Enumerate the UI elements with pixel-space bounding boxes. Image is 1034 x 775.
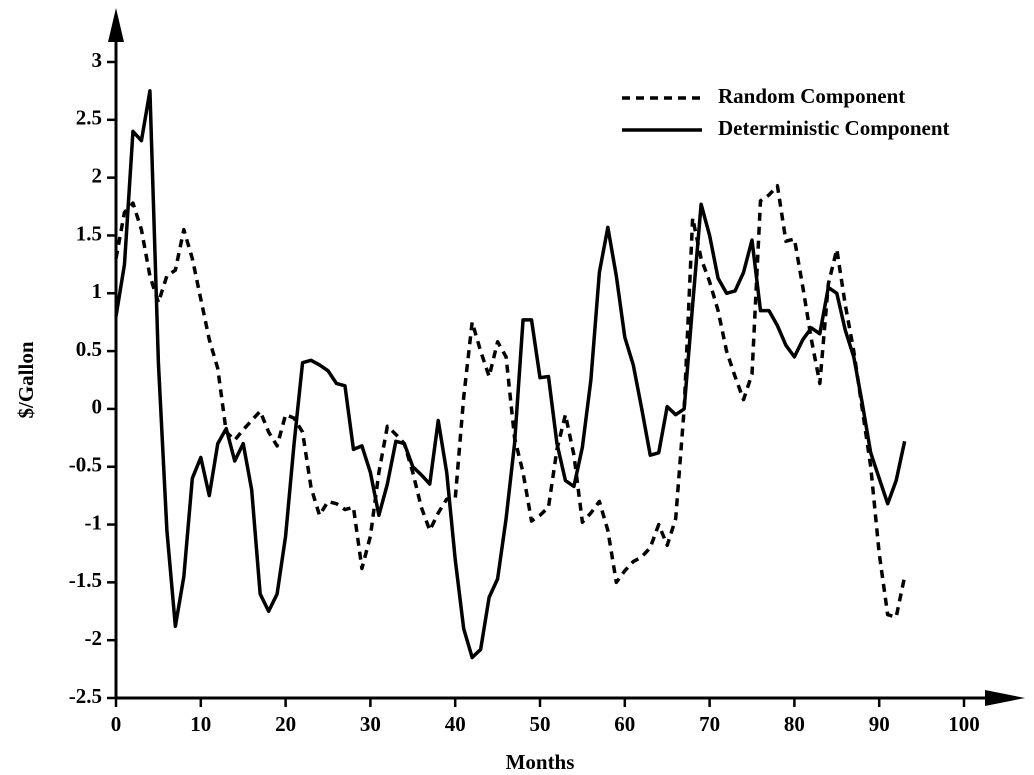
x-axis-arrow [985,690,1025,706]
series-line [114,89,907,660]
y-tick-label: 3 [92,48,103,72]
x-tick-label: 0 [111,712,122,736]
y-tick-label: 0 [92,395,103,419]
y-tick-label: 1 [92,279,103,303]
x-axis-label: Months [506,750,575,774]
x-tick-label: 20 [275,712,296,736]
legend-label: Random Component [718,84,905,108]
x-tick-label: 70 [699,712,720,736]
y-tick-label: 2.5 [76,106,102,130]
y-tick-label: -2.5 [69,684,102,708]
x-tick-label: 90 [869,712,890,736]
series-line [114,183,907,619]
x-tick-label: 30 [360,712,381,736]
y-axis-label: $/Gallon [14,341,38,418]
y-tick-label: 0.5 [76,337,102,361]
y-tick-label: -2 [85,626,103,650]
x-tick-label: 50 [530,712,551,736]
x-tick-label: 60 [614,712,635,736]
y-tick-label: 2 [92,163,103,187]
x-tick-label: 80 [784,712,805,736]
y-axis-arrow [108,8,124,42]
y-tick-label: -1.5 [69,568,102,592]
legend-label: Deterministic Component [718,116,950,140]
y-tick-label: -0.5 [69,453,102,477]
x-tick-label: 40 [445,712,466,736]
x-tick-label: 100 [948,712,980,736]
y-tick-label: 1.5 [76,221,102,245]
y-tick-label: -1 [85,510,103,534]
x-tick-label: 10 [190,712,211,736]
